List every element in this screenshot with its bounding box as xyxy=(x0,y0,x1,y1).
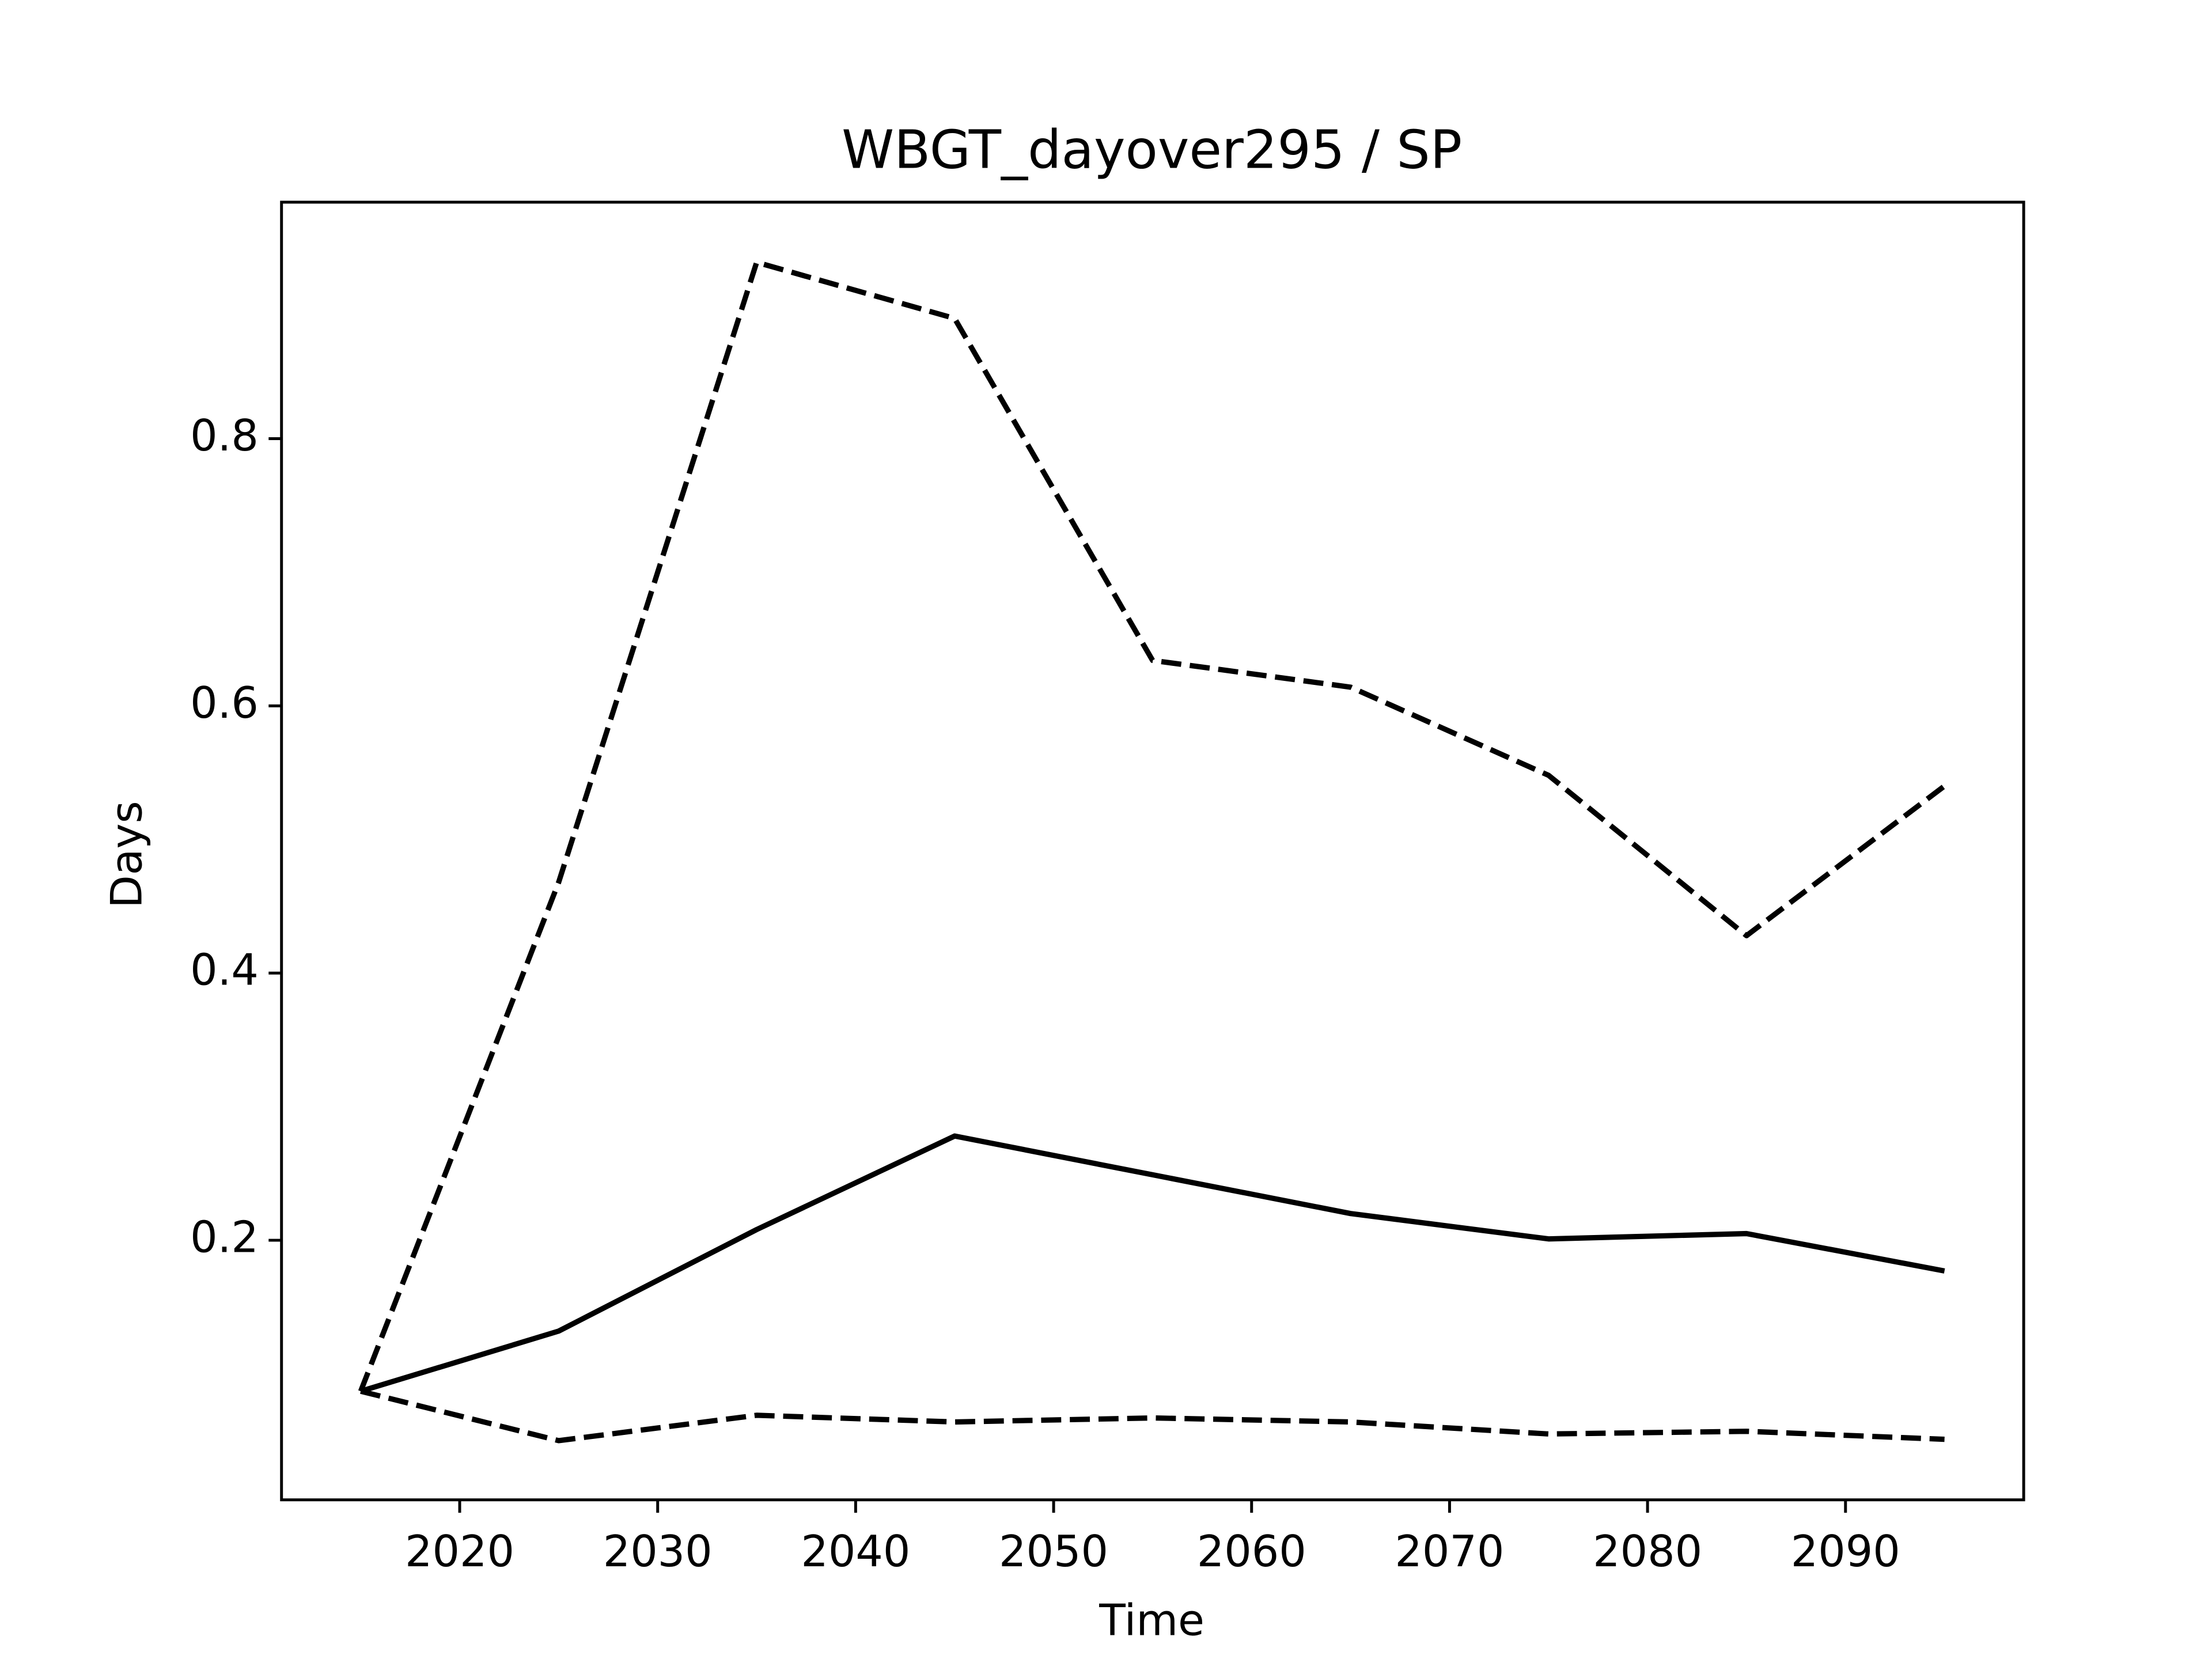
x-tick-label: 2040 xyxy=(801,1527,910,1577)
chart-title: WBGT_dayover295 / SP xyxy=(842,119,1462,181)
x-tick-label: 2050 xyxy=(999,1527,1108,1577)
y-tick-label: 0.6 xyxy=(190,678,259,728)
line-series xyxy=(358,259,1946,1392)
y-tick-label: 0.2 xyxy=(190,1213,259,1263)
y-tick-label: 0.4 xyxy=(190,945,259,995)
x-tick-label: 2030 xyxy=(603,1527,713,1577)
line-series xyxy=(359,1133,1945,1394)
x-tick-label: 2080 xyxy=(1593,1527,1702,1577)
line-series xyxy=(360,1388,1945,1444)
x-tick-label: 2020 xyxy=(405,1527,514,1577)
x-tick-label: 2060 xyxy=(1197,1527,1306,1577)
y-axis-label: Days xyxy=(101,801,151,908)
y-tick-label: 0.8 xyxy=(190,411,259,461)
plot-frame xyxy=(280,200,2025,1502)
x-tick-label: 2070 xyxy=(1395,1527,1504,1577)
x-axis-label: Time xyxy=(1099,1595,1205,1645)
x-tick-label: 2090 xyxy=(1791,1527,1900,1577)
